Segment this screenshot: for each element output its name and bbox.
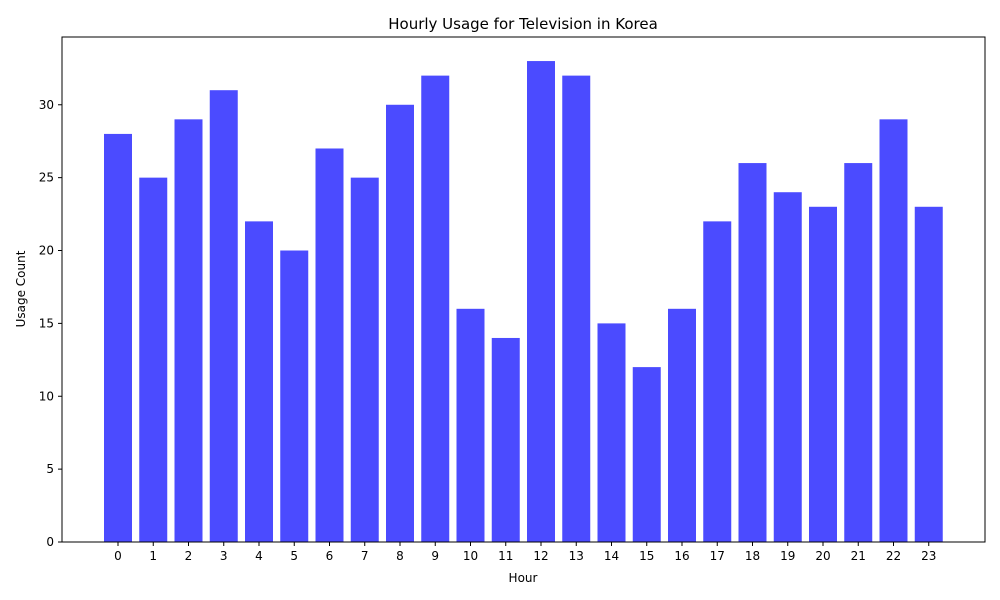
x-tick-label: 11 — [498, 549, 513, 563]
y-tick-label: 20 — [39, 244, 54, 258]
x-tick-label: 13 — [569, 549, 584, 563]
bar-hour-10 — [456, 308, 485, 542]
bar-hour-8 — [386, 104, 414, 543]
bar-hour-18 — [738, 163, 767, 542]
bar-hour-22 — [879, 119, 908, 542]
bar-hour-0 — [104, 133, 132, 543]
bar-hour-16 — [668, 308, 696, 542]
chart-title: Hourly Usage for Television in Korea — [388, 15, 658, 33]
bar-hour-2 — [174, 119, 203, 542]
x-tick-label: 0 — [114, 549, 122, 563]
bar-hour-12 — [527, 61, 555, 543]
x-tick-label: 21 — [851, 549, 866, 563]
y-axis-ticks: 0 5 10 15 20 25 30 — [39, 98, 62, 549]
plot-frame — [61, 36, 986, 543]
x-tick-label: 16 — [674, 549, 689, 563]
bar-hour-21 — [844, 163, 873, 542]
bar-hour-3 — [209, 90, 238, 542]
x-tick-label: 8 — [396, 549, 404, 563]
bar-hour-14 — [597, 323, 626, 542]
bar-hour-5 — [280, 250, 309, 542]
x-tick-label: 12 — [533, 549, 548, 563]
bar-hour-19 — [773, 192, 802, 542]
x-tick-label: 9 — [431, 549, 439, 563]
x-tick-label: 1 — [149, 549, 157, 563]
x-tick-label: 15 — [639, 549, 654, 563]
x-tick-label: 17 — [710, 549, 725, 563]
x-tick-label: 20 — [815, 549, 830, 563]
x-tick-label: 10 — [463, 549, 478, 563]
x-tick-label: 22 — [886, 549, 901, 563]
x-axis-title: Hour — [509, 571, 538, 585]
bar-hour-13 — [562, 75, 591, 543]
bar-hour-6 — [315, 148, 344, 543]
x-tick-label: 3 — [220, 549, 228, 563]
y-axis-title: Usage Count — [14, 250, 28, 327]
bar-hour-23 — [914, 206, 943, 543]
bar-hour-11 — [491, 337, 520, 542]
bar-hour-15 — [632, 367, 661, 542]
bar-hour-20 — [809, 206, 837, 543]
x-tick-label: 18 — [745, 549, 760, 563]
bar-hour-1 — [139, 177, 168, 542]
x-tick-label: 5 — [290, 549, 298, 563]
x-tick-label: 2 — [185, 549, 193, 563]
y-tick-label: 30 — [39, 98, 54, 112]
x-tick-label: 14 — [604, 549, 619, 563]
x-tick-label: 7 — [361, 549, 369, 563]
x-tick-label: 6 — [326, 549, 334, 563]
bar-hour-9 — [421, 75, 450, 543]
y-tick-label: 15 — [39, 316, 54, 330]
bar-hour-7 — [350, 177, 379, 542]
y-tick-label: 0 — [46, 535, 54, 549]
bars-layer — [104, 61, 943, 543]
bar-hour-4 — [245, 221, 273, 542]
y-tick-label: 25 — [39, 171, 54, 185]
y-tick-label: 10 — [39, 389, 54, 403]
x-tick-label: 23 — [921, 549, 936, 563]
x-tick-label: 19 — [780, 549, 795, 563]
x-tick-label: 4 — [255, 549, 263, 563]
bar-hour-17 — [703, 221, 732, 542]
x-axis-ticks: 0 1 2 3 4 5 6 7 8 9 10 11 12 13 14 15 16 17 18 19 20 21 22 23 — [114, 542, 936, 563]
y-tick-label: 5 — [46, 462, 54, 476]
